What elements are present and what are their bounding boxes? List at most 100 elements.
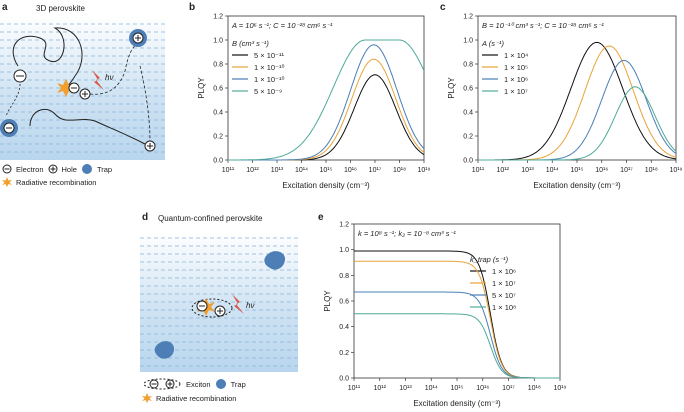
legend-radiative-d-label: Radiative recombination [156,393,237,403]
x-tick-label: 10¹⁷ [620,167,633,174]
legend-entry: 1 × 10⁻¹⁰ [254,63,285,72]
panel-d-label: d [142,212,149,223]
legend-title: k_trap (s⁻¹) [470,255,509,264]
legend-title: B (cm³ s⁻¹) [232,39,269,48]
trap-blob-bottom-icon [154,341,175,359]
y-tick-label: 0.8 [463,62,473,69]
panel-a-hv-label: hν [105,73,113,82]
x-axis-label: Excitation density (cm⁻³) [282,181,370,190]
photon-d-icon [232,294,244,314]
panel-d-title: Quantum-confined perovskite [158,214,263,223]
x-tick-label: 10¹⁵ [450,385,463,392]
x-tick-label: 10¹⁵ [570,167,583,174]
series-line [478,86,677,161]
x-tick-label: 10¹⁵ [319,167,332,174]
y-tick-label: 1.0 [339,247,349,254]
legend-entry: 1 × 10⁻¹⁰ [254,75,285,84]
y-tick-label: 0.0 [463,158,473,165]
legend-hole-label: Hole [61,164,77,174]
x-tick-label: 10¹⁹ [669,167,682,174]
y-tick-label: 0.4 [463,110,473,117]
panel-a-label: a [2,2,8,13]
legend-title: A (s⁻¹) [481,39,505,48]
legend-entry: 1 × 10⁷ [492,279,516,288]
hole-legend-icon [48,164,58,174]
chart-c: 10¹¹ 10¹² 10¹³ 10¹⁴ 10¹⁵ 10¹⁶ 10¹⁷ 10¹⁸ 10¹⁹ 0.0 0… [447,14,683,191]
legend-entry: 5 × 10⁷ [492,291,516,300]
legend-entry: 1 × 10⁷ [504,87,528,96]
x-tick-label: 10¹⁶ [595,167,608,174]
x-tick-label: 10¹² [246,167,259,174]
exciton-legend-icon [143,378,181,390]
legend-entry: 1 × 10⁶ [492,267,516,276]
panel-d-legend: Exciton Trap Radiative recombination [142,378,302,403]
trap-d-legend-icon [215,379,226,389]
x-tick-label: 10¹² [374,385,387,392]
series-line [228,39,425,161]
panel-d-drawing: hν [140,237,298,367]
y-tick-label: 0.0 [213,158,223,165]
trap-with-electron-icon [0,119,18,137]
recombination-star-icon [57,79,75,97]
x-tick-label: 10¹³ [521,167,534,174]
x-tick-label: 10¹³ [271,167,284,174]
x-tick-label: 10¹² [497,167,510,174]
plot-frame [353,223,561,379]
y-axis-label: PLQY [323,290,332,312]
panel-d-hv-label: hν [246,301,254,310]
y-tick-label: 1.2 [463,14,473,21]
y-tick-label: 1.2 [213,14,223,21]
free-hole-icon [144,140,156,152]
panel-a-title: 3D perovskite [36,4,85,13]
y-tick-label: 0.6 [213,86,223,93]
panel-e-label: e [318,212,324,223]
x-tick-label: 10¹⁸ [393,167,406,174]
panel-a-schematic: hν [0,16,165,160]
panel-a-legend: Electron Hole Trap Radiative recombinati… [2,164,172,187]
panel-c-label: c [440,2,446,13]
y-tick-label: 0.6 [463,86,473,93]
x-tick-label: 10¹¹ [222,167,235,174]
x-tick-label: 10¹⁴ [425,385,438,392]
electron-icon [13,69,27,83]
chart-annotation: A = 10⁶ s⁻¹; C = 10⁻²⁸ cm⁶ s⁻¹ [231,21,333,30]
x-axis-label: Excitation density (cm⁻³) [533,181,621,190]
legend-exciton-label: Exciton [186,379,211,389]
panel-a-drawing: hν [0,23,165,153]
radiative-legend-icon [2,177,12,187]
panel-b-label: b [189,2,196,13]
recombining-electron-icon [68,82,80,94]
legend-electron-label: Electron [16,164,44,174]
y-axis-label: PLQY [197,77,206,99]
trap-with-hole-icon [129,29,147,47]
series-line [354,260,560,379]
x-tick-label: 10¹⁸ [528,385,541,392]
y-tick-label: 0.2 [463,134,473,141]
legend-trap-label: Trap [96,164,113,174]
x-tick-label: 10¹⁸ [645,167,658,174]
trap-blob-top-icon [264,251,286,270]
y-tick-label: 0.0 [339,376,349,383]
x-tick-label: 10¹⁹ [417,167,430,174]
chart-e: 10¹¹ 10¹² 10¹³ 10¹⁴ 10¹⁵ 10¹⁶ 10¹⁷ 10¹⁸ 10¹⁹ 0.0 0… [323,222,567,409]
y-tick-label: 1.0 [463,38,473,45]
x-tick-label: 10¹¹ [348,385,361,392]
x-tick-label: 10¹⁷ [369,167,382,174]
y-tick-label: 0.4 [213,110,223,117]
series-line [354,313,560,379]
radiative-d-legend-icon [142,393,152,403]
y-tick-label: 1.0 [213,38,223,45]
legend-entry: 5 × 10⁻¹¹ [254,51,285,60]
x-axis-label: Excitation density (cm⁻³) [413,399,501,408]
x-tick-label: 10¹⁴ [546,167,559,174]
y-tick-label: 0.8 [213,62,223,69]
exciton-icon [191,298,233,318]
legend-entry: 5 × 10⁻⁹ [254,87,282,96]
y-tick-label: 1.2 [339,222,349,229]
series-line [354,291,560,379]
legend-entry: 1 × 10⁴ [504,51,528,60]
trap-legend-icon [81,164,92,174]
legend-trap-d-label: Trap [230,379,246,389]
series-line [478,41,677,161]
electron-legend-icon [2,164,12,174]
